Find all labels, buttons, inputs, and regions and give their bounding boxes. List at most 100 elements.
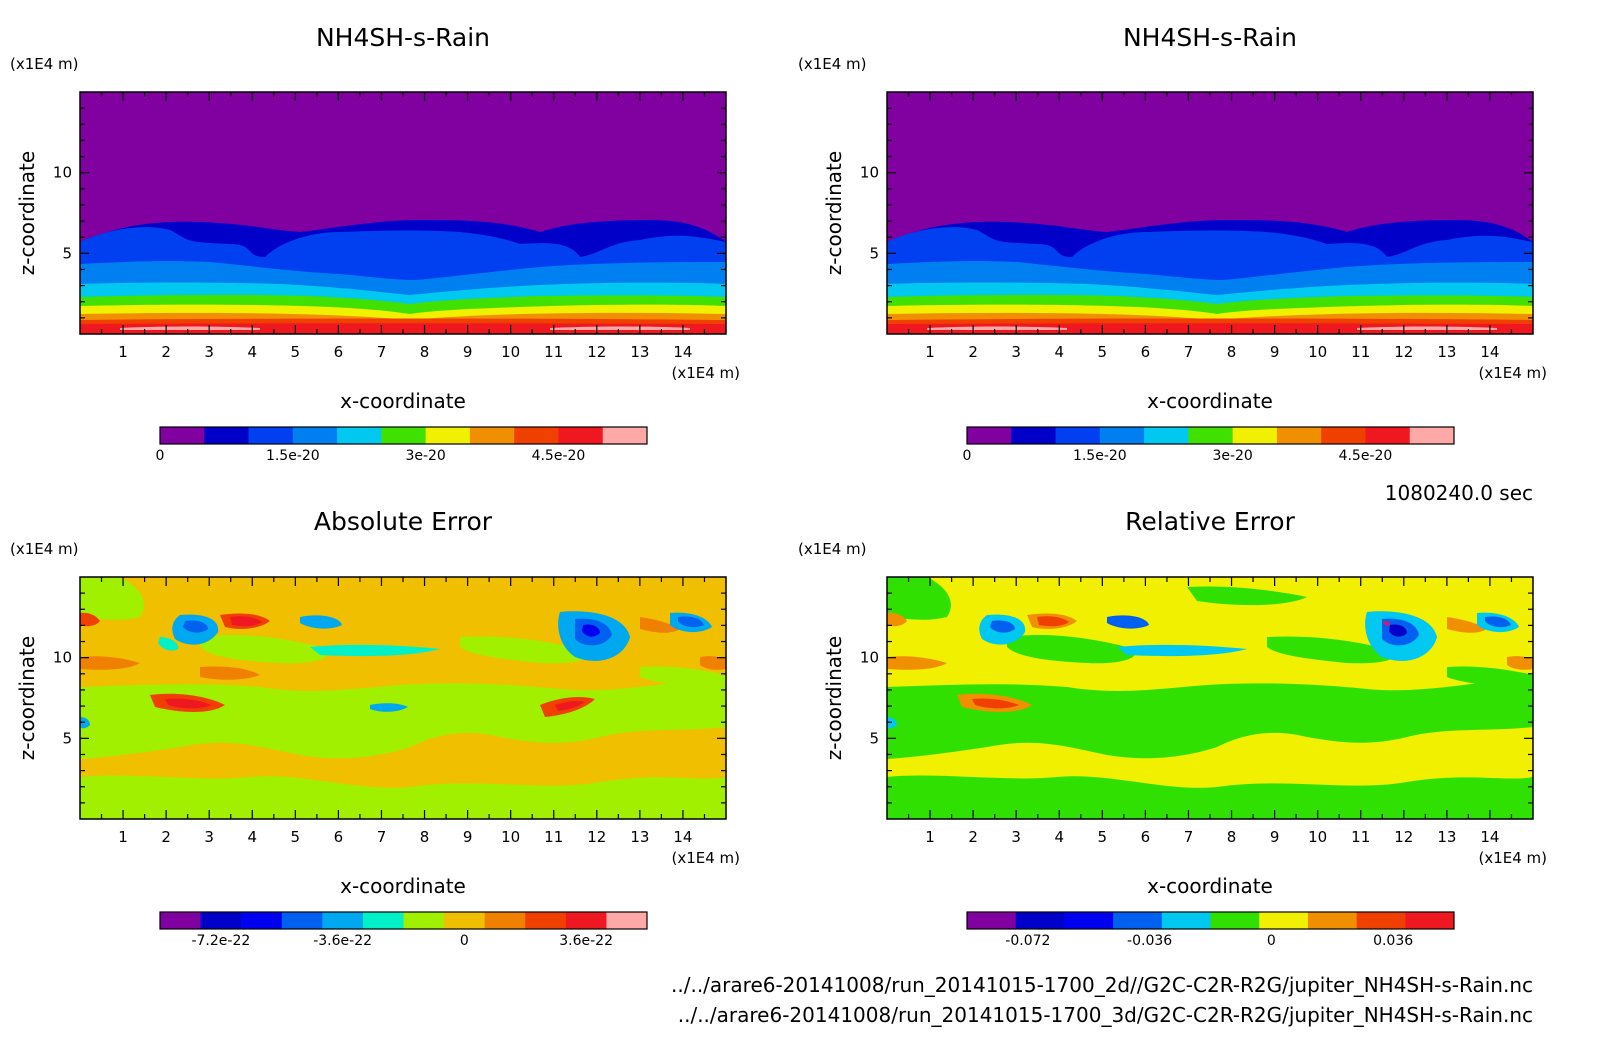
colorbar-tick-label: -7.2e-22 (191, 933, 250, 949)
colorbar-tick-label: 1.5e-20 (1073, 448, 1127, 464)
x-tick-label: 2 (968, 828, 978, 846)
x-tick-label: 14 (1480, 828, 1499, 846)
colorbar-swatch (337, 427, 382, 444)
colorbar-swatch (200, 912, 242, 929)
x-axis-label: x-coordinate (1147, 389, 1273, 413)
y-unit-label: (x1E4 m) (10, 55, 79, 73)
x-tick-label: 4 (1054, 343, 1064, 361)
x-tick-label: 1 (925, 828, 935, 846)
x-tick-label: 4 (247, 343, 257, 361)
x-axis-label: x-coordinate (340, 389, 466, 413)
x-tick-label: 6 (334, 343, 344, 361)
colorbar-frame (966, 426, 1455, 445)
x-tick-label: 3 (1011, 828, 1021, 846)
colorbar-tick-label: 0 (963, 448, 972, 464)
y-tick-label: 5 (869, 729, 879, 747)
x-tick-label: 5 (1098, 343, 1108, 361)
y-unit-label: (x1E4 m) (10, 540, 79, 558)
x-tick-label: 10 (1308, 343, 1327, 361)
colorbar-swatch (241, 912, 283, 929)
x-tick-label: 12 (1394, 343, 1413, 361)
x-tick-label: 3 (204, 343, 214, 361)
colorbar-frame (966, 911, 1455, 930)
x-tick-label: 1 (118, 343, 128, 361)
y-tick-label: 5 (62, 244, 72, 262)
x-unit-label: (x1E4 m) (671, 849, 740, 867)
x-tick-label: 8 (420, 343, 430, 361)
x-tick-label: 2 (968, 343, 978, 361)
x-tick-label: 10 (501, 828, 520, 846)
x-tick-label: 1 (925, 343, 935, 361)
x-tick-label: 13 (1437, 343, 1456, 361)
x-axis-label: x-coordinate (1147, 874, 1273, 898)
colorbar-swatch (525, 912, 567, 929)
field-rel (887, 577, 1533, 819)
x-tick-label: 7 (1184, 828, 1194, 846)
colorbar-swatch (403, 912, 445, 929)
colorbar-swatch (514, 427, 559, 444)
field-2d (80, 92, 726, 334)
colorbar: -0.072 -0.036 0 0.036 (966, 911, 1455, 949)
colorbar-swatch (1232, 427, 1278, 444)
colorbar-swatch (1276, 427, 1322, 444)
y-tick-label: 10 (860, 164, 879, 182)
colorbar-swatch (292, 427, 338, 444)
x-tick-label: 12 (587, 343, 606, 361)
region-lime (80, 577, 726, 819)
colorbar-swatch (362, 912, 404, 929)
colorbar-swatch (1405, 912, 1455, 929)
x-tick-label: 9 (463, 343, 473, 361)
colorbar-swatch (1064, 912, 1114, 929)
band-red (887, 323, 1533, 334)
colorbar-tick-label: 3e-20 (1212, 448, 1252, 464)
colorbar-tick-label: -0.036 (1127, 933, 1172, 949)
region-darkblue (582, 624, 600, 637)
panel-absolute-error: Absolute Error (x1E4 m) 1 2 3 4 5 6 7 8 9 10 11 12 1… (10, 507, 740, 949)
x-tick-label: 9 (1270, 828, 1280, 846)
colorbar: -7.2e-22 -3.6e-22 0 3.6e-22 (159, 911, 648, 949)
colorbar-swatch (1259, 912, 1309, 929)
colorbar-tick-label: 3.6e-22 (559, 933, 613, 949)
colorbar-swatch (204, 427, 250, 444)
panel-title: Relative Error (1125, 507, 1295, 536)
colorbar-swatch (1055, 427, 1101, 444)
field-3d (887, 92, 1533, 334)
x-tick-label: 9 (463, 828, 473, 846)
y-unit-label: (x1E4 m) (798, 55, 867, 73)
colorbar-swatch (602, 427, 648, 444)
x-tick-label: 13 (630, 343, 649, 361)
colorbar-swatch (281, 912, 323, 929)
x-tick-label: 13 (630, 828, 649, 846)
colorbar-swatch (381, 427, 427, 444)
band-red (80, 323, 726, 334)
colorbar-swatch (425, 427, 471, 444)
plot-field (80, 577, 726, 819)
colorbar-swatch (248, 427, 294, 444)
colorbar-tick-label: 1.5e-20 (266, 448, 320, 464)
y-tick-label: 10 (53, 164, 72, 182)
y-axis-label: z-coordinate (15, 151, 39, 275)
colorbar-tick-label: 3e-20 (405, 448, 445, 464)
colorbar-swatch (1011, 427, 1057, 444)
plot-field (887, 577, 1533, 819)
region-deep-blue (183, 616, 704, 646)
region-red-orange (972, 616, 1069, 709)
colorbar: 0 1.5e-20 3e-20 4.5e-20 (963, 426, 1455, 464)
y-tick-label: 5 (869, 244, 879, 262)
colorbar-swatch (444, 912, 486, 929)
x-tick-label: 14 (673, 828, 692, 846)
x-tick-label: 13 (1437, 828, 1456, 846)
x-tick-label: 14 (1480, 343, 1499, 361)
file-path-2d: ../../arare6-20141008/run_20141015-1700_… (671, 973, 1533, 997)
x-tick-label: 3 (1011, 343, 1021, 361)
x-tick-label: 1 (118, 828, 128, 846)
x-tick-label: 14 (673, 343, 692, 361)
colorbar-tick-label: 4.5e-20 (532, 448, 586, 464)
colorbar-swatch (967, 427, 1012, 444)
x-tick-label: 7 (377, 343, 387, 361)
colorbar-swatch (1161, 912, 1211, 929)
